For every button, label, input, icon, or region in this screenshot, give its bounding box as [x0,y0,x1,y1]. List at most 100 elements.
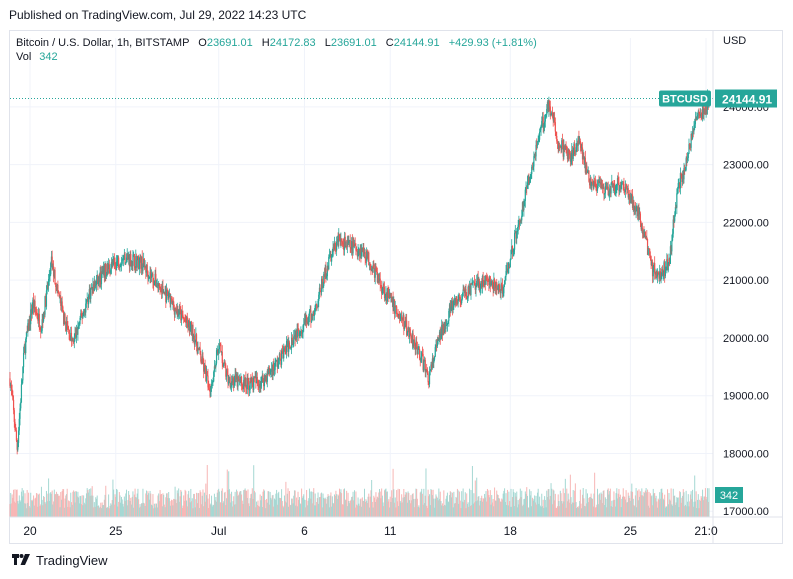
volume-bar [247,489,249,517]
volume-bar [186,506,188,517]
volume-bar [450,492,452,517]
candle-body [184,319,186,322]
candle-body [73,336,75,343]
volume-bar [630,491,632,517]
volume-bar [123,506,125,517]
volume-bar [25,503,27,517]
volume-bar [85,498,87,517]
candle-body [203,365,206,372]
volume-bar [647,489,649,517]
volume-bar [534,502,536,517]
candle-body [104,264,106,278]
candle-body [188,320,190,331]
volume-bar [240,491,242,517]
volume-bar [579,500,581,517]
volume-bar [689,494,691,517]
volume-bar [689,501,691,517]
volume-bar [178,488,180,517]
volume-bar [193,493,195,517]
candle-body [487,281,489,282]
candle-body [524,200,526,202]
volume-bar [486,488,488,517]
volume-bar [625,490,627,517]
volume-bar [198,507,200,517]
volume-bar [211,506,213,517]
candle-body [28,319,30,331]
volume-bar [261,495,263,517]
candle-body [88,295,90,305]
candle-body [569,153,571,155]
symbol-description[interactable]: Bitcoin / U.S. Dollar, 1h, BITSTAMP [16,37,190,49]
candle-body [475,285,477,290]
candle-body [272,363,274,376]
volume-bar [635,488,637,517]
candle-body [211,381,213,384]
volume-bar [90,495,92,517]
volume-bar [203,492,205,517]
volume-bar [348,503,350,517]
time-tick-label: 20 [23,524,37,538]
volume-bar [75,491,77,517]
candle-body [255,376,258,383]
volume-bar [21,488,23,517]
volume-bar [173,498,175,517]
candle-body [252,382,254,390]
volume-bar [271,495,273,517]
candle-body [656,272,659,277]
candle-body [235,374,237,380]
volume-bar [85,493,87,517]
volume-bar [28,506,30,517]
candle-body [632,201,634,208]
candle-body [542,116,544,128]
volume-bar [322,493,324,517]
volume-bar [639,491,641,517]
volume-bar [9,504,11,517]
volume-bar [423,488,425,517]
volume-bar [267,491,269,517]
volume-bar [209,504,211,517]
candle-body [704,108,706,110]
volume-bar [627,502,629,517]
volume-bar [42,505,44,517]
volume-bar [693,501,695,517]
candle-body [50,256,53,264]
volume-bar [326,496,328,517]
candle-body [47,279,50,286]
volume-bar [655,495,657,517]
currency-label[interactable]: USD [723,35,747,47]
volume-bar [496,490,498,517]
volume-bar [379,491,381,517]
volume-bar [393,489,395,517]
volume-bar [333,494,335,517]
candle-body [438,339,440,341]
candle-body [636,207,638,211]
volume-bar [146,494,148,517]
candle-body [404,321,406,327]
candle-body [275,360,277,362]
candle-body [358,249,360,251]
candle-body [218,349,220,354]
volume-bar [222,503,224,517]
volume-bar [637,500,639,517]
candle-body [98,277,100,283]
volume-bar [61,490,63,517]
volume-bar [415,488,417,517]
candle-body [463,290,466,294]
volume-bar [411,500,413,517]
candle-body [179,308,181,311]
volume-bar [145,493,147,517]
candle-body [93,281,95,291]
candle-body [667,262,669,271]
candle-body [115,261,118,271]
candle-body [663,262,665,273]
volume-label[interactable]: Vol [16,51,32,63]
candle-body [623,183,625,190]
volume-bar [704,496,706,517]
candle-body [293,336,295,345]
volume-bar [261,507,263,517]
footer[interactable]: TradingView [10,553,108,568]
volume-bar [282,505,284,517]
candle-body [44,296,46,315]
candle-body [178,308,180,315]
